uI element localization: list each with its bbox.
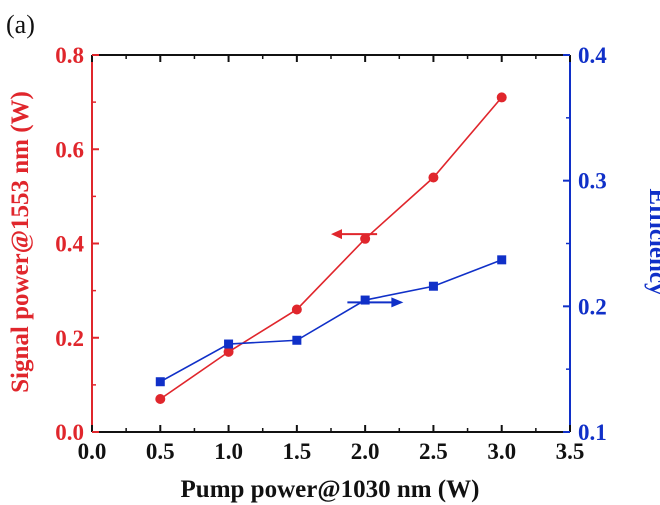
left-y-tick-label: 0.6: [55, 137, 84, 162]
x-tick-label: 3.0: [487, 439, 516, 464]
x-tick-label: 1.5: [282, 439, 311, 464]
series-2-point: [360, 295, 370, 305]
series-1-point: [428, 172, 439, 183]
series-2-point: [428, 281, 438, 291]
x-axis-label: Pump power@1030 nm (W): [181, 476, 480, 503]
series-2-point: [292, 335, 302, 345]
series-2-point: [224, 339, 234, 349]
left-y-tick-label: 0.8: [55, 43, 84, 68]
left-y-tick-label: 0.0: [55, 420, 84, 445]
right-y-tick-label: 0.2: [578, 294, 607, 319]
series-1-line: [159, 96, 503, 400]
right-y-axis-label: Efficiency: [644, 189, 660, 296]
plot-frame: [91, 54, 571, 433]
data-series: [155, 92, 507, 405]
annotation-arrows: [331, 229, 404, 308]
series-1-point: [223, 346, 234, 357]
x-tick-label: 0.0: [78, 439, 107, 464]
series-2-point: [497, 255, 507, 265]
left-y-axis-label: Signal power@1553 nm (W): [7, 91, 34, 393]
series-1-point: [496, 92, 507, 103]
series-2-point: [155, 377, 165, 387]
panel-label: (a): [6, 10, 35, 39]
left-y-tick-label: 0.2: [55, 326, 84, 351]
axis-ticks: 0.0 0.5 1.0 1.5 2.0 2.5 3.0 3.5 0.0 0.2 0.4 0.6 0.8 0…: [55, 43, 607, 464]
x-tick-label: 2.0: [351, 439, 380, 464]
right-y-tick-label: 0.1: [578, 420, 607, 445]
x-tick-label: 1.0: [214, 439, 243, 464]
left-arrow-head: [331, 229, 342, 240]
x-tick-label: 3.5: [556, 439, 585, 464]
series-1-point: [291, 304, 302, 315]
right-arrow-head: [391, 297, 404, 308]
series-2-line: [159, 259, 503, 383]
x-tick-label: 0.5: [146, 439, 175, 464]
right-y-tick-label: 0.3: [578, 169, 607, 194]
x-tick-label: 2.5: [419, 439, 448, 464]
left-y-tick-label: 0.4: [55, 232, 84, 257]
series-1-point: [155, 394, 166, 405]
right-y-tick-label: 0.4: [578, 43, 607, 68]
series-1-point: [360, 233, 371, 244]
